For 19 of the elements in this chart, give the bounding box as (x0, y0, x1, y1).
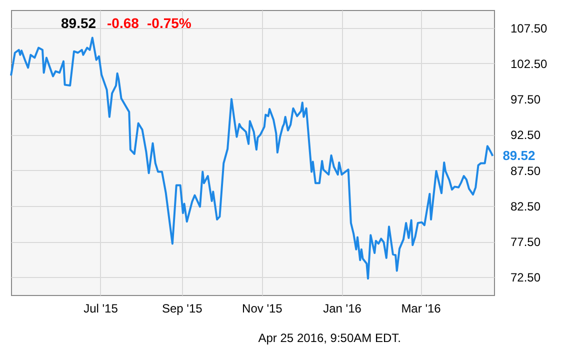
annotation: 89.52 (61, 15, 96, 31)
y-tick-label: 72.50 (510, 270, 541, 285)
x-tick-label: Jul '15 (84, 302, 118, 316)
text: Apr 25 2016, 9:50AM EDT. (258, 331, 401, 345)
x-tick-label: Nov '15 (242, 302, 283, 316)
y-tick-label: 102.50 (510, 56, 548, 71)
y-tick-label: 77.50 (510, 235, 541, 250)
y-tick-label: 82.50 (510, 199, 541, 214)
x-tick-label: Sep '15 (162, 302, 203, 316)
annotation: -0.75% (147, 15, 192, 31)
annotation: -0.68 (107, 15, 140, 31)
y-tick-label: 92.50 (510, 128, 541, 142)
line-series (10, 36, 494, 280)
x-tick-label: Jan '16 (323, 302, 362, 316)
x-tick-label: Mar '16 (401, 302, 442, 316)
y-tick-label: 107.50 (510, 21, 548, 36)
y-tick-label: 97.50 (510, 92, 541, 107)
y-tick-label: 87.50 (510, 164, 541, 178)
annotation: 89.52 (502, 148, 536, 163)
